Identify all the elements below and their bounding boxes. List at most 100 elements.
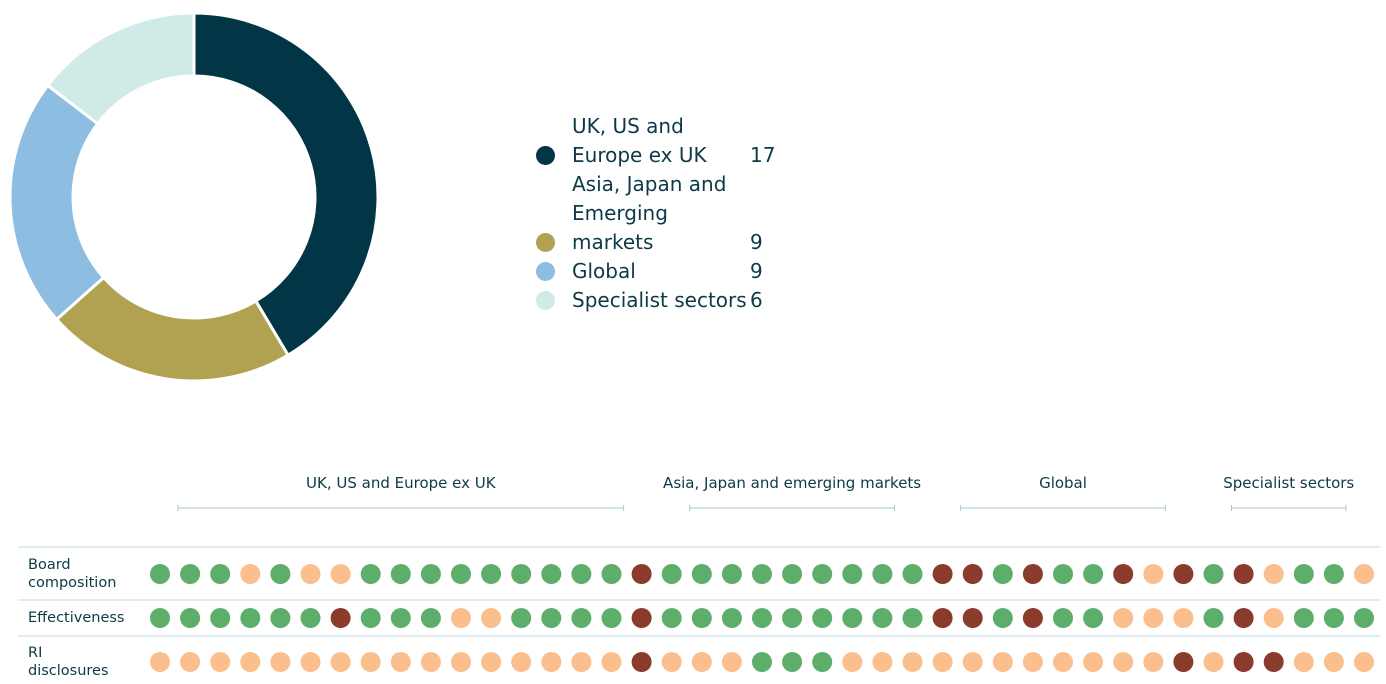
status-dot xyxy=(872,564,893,584)
status-dot xyxy=(992,608,1013,628)
status-dot xyxy=(962,652,983,672)
status-dot xyxy=(1233,652,1254,672)
status-dot xyxy=(691,608,712,628)
status-dot xyxy=(1053,652,1073,672)
status-dot xyxy=(691,652,712,672)
status-dot xyxy=(902,564,923,584)
status-dot xyxy=(661,652,682,672)
legend-value: 6 xyxy=(750,288,763,312)
legend-text: Asia, Japan and Emerging markets xyxy=(572,172,727,254)
status-dot xyxy=(1203,564,1224,584)
status-dot xyxy=(721,608,742,628)
status-dot xyxy=(1173,608,1194,628)
status-dot xyxy=(932,608,953,628)
status-dot xyxy=(1233,564,1254,584)
status-dot xyxy=(721,564,742,584)
legend-text: UK, US and Europe ex UK xyxy=(572,114,707,167)
status-dot xyxy=(992,564,1013,584)
status-dot xyxy=(210,608,231,628)
status-dot xyxy=(180,608,201,628)
status-dot xyxy=(511,652,532,672)
group-label: Asia, Japan and emerging markets xyxy=(663,474,922,492)
status-dot xyxy=(1022,608,1043,628)
status-dot xyxy=(180,564,201,584)
status-dot xyxy=(240,608,261,628)
group-label: UK, US and Europe ex UK xyxy=(306,474,496,492)
status-dot xyxy=(571,564,592,584)
status-dot xyxy=(902,652,923,672)
donut-slice xyxy=(192,11,380,358)
row-label: RI disclosures xyxy=(28,645,109,679)
status-dot xyxy=(1323,608,1344,628)
status-dot xyxy=(300,652,321,672)
status-dot xyxy=(631,564,652,584)
status-dot xyxy=(842,564,863,584)
status-dot xyxy=(601,608,622,628)
status-dot xyxy=(240,652,261,672)
status-dot xyxy=(270,564,291,584)
legend-item: Global 9 xyxy=(536,257,860,286)
status-dot xyxy=(1203,608,1224,628)
status-dot xyxy=(842,652,863,672)
status-dot xyxy=(1143,608,1164,628)
status-dot xyxy=(782,608,803,628)
group-label: Global xyxy=(1039,474,1087,492)
status-dot xyxy=(300,564,321,584)
status-dot xyxy=(210,652,231,672)
status-dot xyxy=(180,652,201,672)
status-dot xyxy=(661,564,682,584)
status-dot xyxy=(601,564,622,584)
status-dot xyxy=(481,652,502,672)
status-dot xyxy=(1263,608,1284,628)
legend-item: Specialist sectors 6 xyxy=(536,286,860,315)
status-dot xyxy=(1354,652,1374,672)
status-dot xyxy=(932,652,953,672)
status-dot xyxy=(782,652,803,672)
status-dot xyxy=(601,652,622,672)
status-dot xyxy=(330,564,351,584)
status-dot xyxy=(1233,608,1254,628)
status-dot xyxy=(752,608,772,628)
status-dot xyxy=(150,652,170,672)
legend-value: 9 xyxy=(750,259,763,283)
status-dot xyxy=(812,652,833,672)
status-dot xyxy=(631,652,652,672)
status-dot xyxy=(1113,608,1134,628)
status-dot xyxy=(360,608,381,628)
legend-swatch xyxy=(536,233,555,252)
status-dot xyxy=(1263,564,1284,584)
status-dot xyxy=(872,608,893,628)
group-label: Specialist sectors xyxy=(1223,474,1355,492)
legend-item: UK, US and Europe ex UK 17 xyxy=(536,112,860,170)
status-dot xyxy=(1293,608,1314,628)
status-dot xyxy=(631,608,652,628)
status-dot xyxy=(1053,608,1073,628)
status-dot xyxy=(270,608,291,628)
status-dot xyxy=(360,652,381,672)
status-dot xyxy=(541,564,562,584)
legend-swatch xyxy=(536,262,555,281)
status-dot xyxy=(932,564,953,584)
status-dot xyxy=(330,608,351,628)
status-dot xyxy=(752,564,772,584)
status-dot xyxy=(691,564,712,584)
status-dot xyxy=(150,608,170,628)
status-dot xyxy=(812,564,833,584)
legend-label: Specialist sectors 6 xyxy=(572,286,860,315)
status-dot xyxy=(330,652,351,672)
status-dot xyxy=(451,608,471,628)
status-dot xyxy=(1173,564,1194,584)
status-dot xyxy=(1083,652,1104,672)
status-dot xyxy=(1354,608,1374,628)
status-dot xyxy=(571,652,592,672)
status-dot xyxy=(1143,564,1164,584)
status-dot xyxy=(962,608,983,628)
status-dot xyxy=(1203,652,1224,672)
legend-label: Asia, Japan and Emerging markets 9 xyxy=(572,170,860,257)
status-dot xyxy=(390,652,411,672)
status-dot xyxy=(420,564,441,584)
status-dot xyxy=(571,608,592,628)
status-dot xyxy=(962,564,983,584)
status-dot xyxy=(300,608,321,628)
status-dot xyxy=(1022,652,1043,672)
